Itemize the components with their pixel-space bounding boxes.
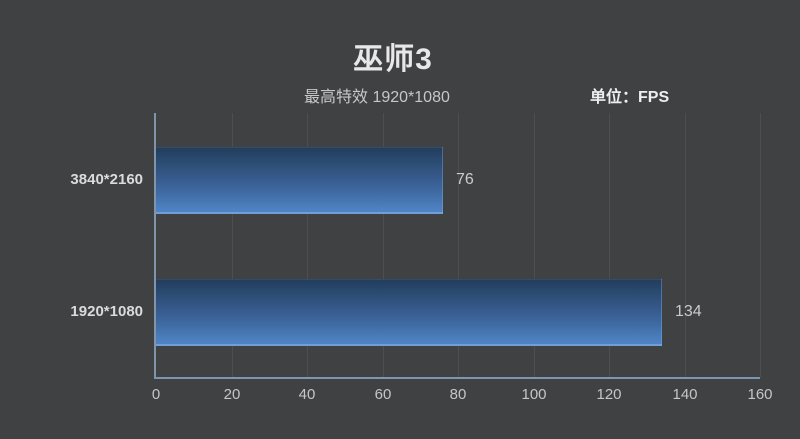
gridline-100 <box>534 113 535 377</box>
gridline-140 <box>685 113 686 377</box>
x-tick-label-20: 20 <box>223 386 241 403</box>
plot-area <box>154 113 761 379</box>
chart-subtitle: 最高特效 1920*1080 <box>304 89 450 106</box>
unit-label: 单位：FPS <box>590 89 670 106</box>
category-label-1920*1080: 1920*1080 <box>70 303 143 320</box>
value-label-1920*1080: 134 <box>675 303 702 320</box>
gridline-120 <box>609 113 610 377</box>
category-label-3840*2160: 3840*2160 <box>70 171 143 188</box>
x-tick-label-100: 100 <box>521 386 547 403</box>
x-tick-label-0: 0 <box>151 386 161 403</box>
x-tick-label-140: 140 <box>672 386 698 403</box>
gridline-160 <box>760 113 761 377</box>
bar-3840*2160 <box>156 147 443 214</box>
gridline-40 <box>307 113 308 377</box>
x-tick-label-40: 40 <box>298 386 316 403</box>
gridline-80 <box>458 113 459 377</box>
x-tick-label-120: 120 <box>596 386 622 403</box>
gridline-60 <box>383 113 384 377</box>
x-tick-label-60: 60 <box>374 386 392 403</box>
value-label-3840*2160: 76 <box>456 171 474 188</box>
gridline-20 <box>232 113 233 377</box>
x-tick-label-160: 160 <box>747 386 773 403</box>
chart-title: 巫师3 <box>353 43 433 76</box>
x-tick-label-80: 80 <box>449 386 467 403</box>
bar-1920*1080 <box>156 279 662 346</box>
